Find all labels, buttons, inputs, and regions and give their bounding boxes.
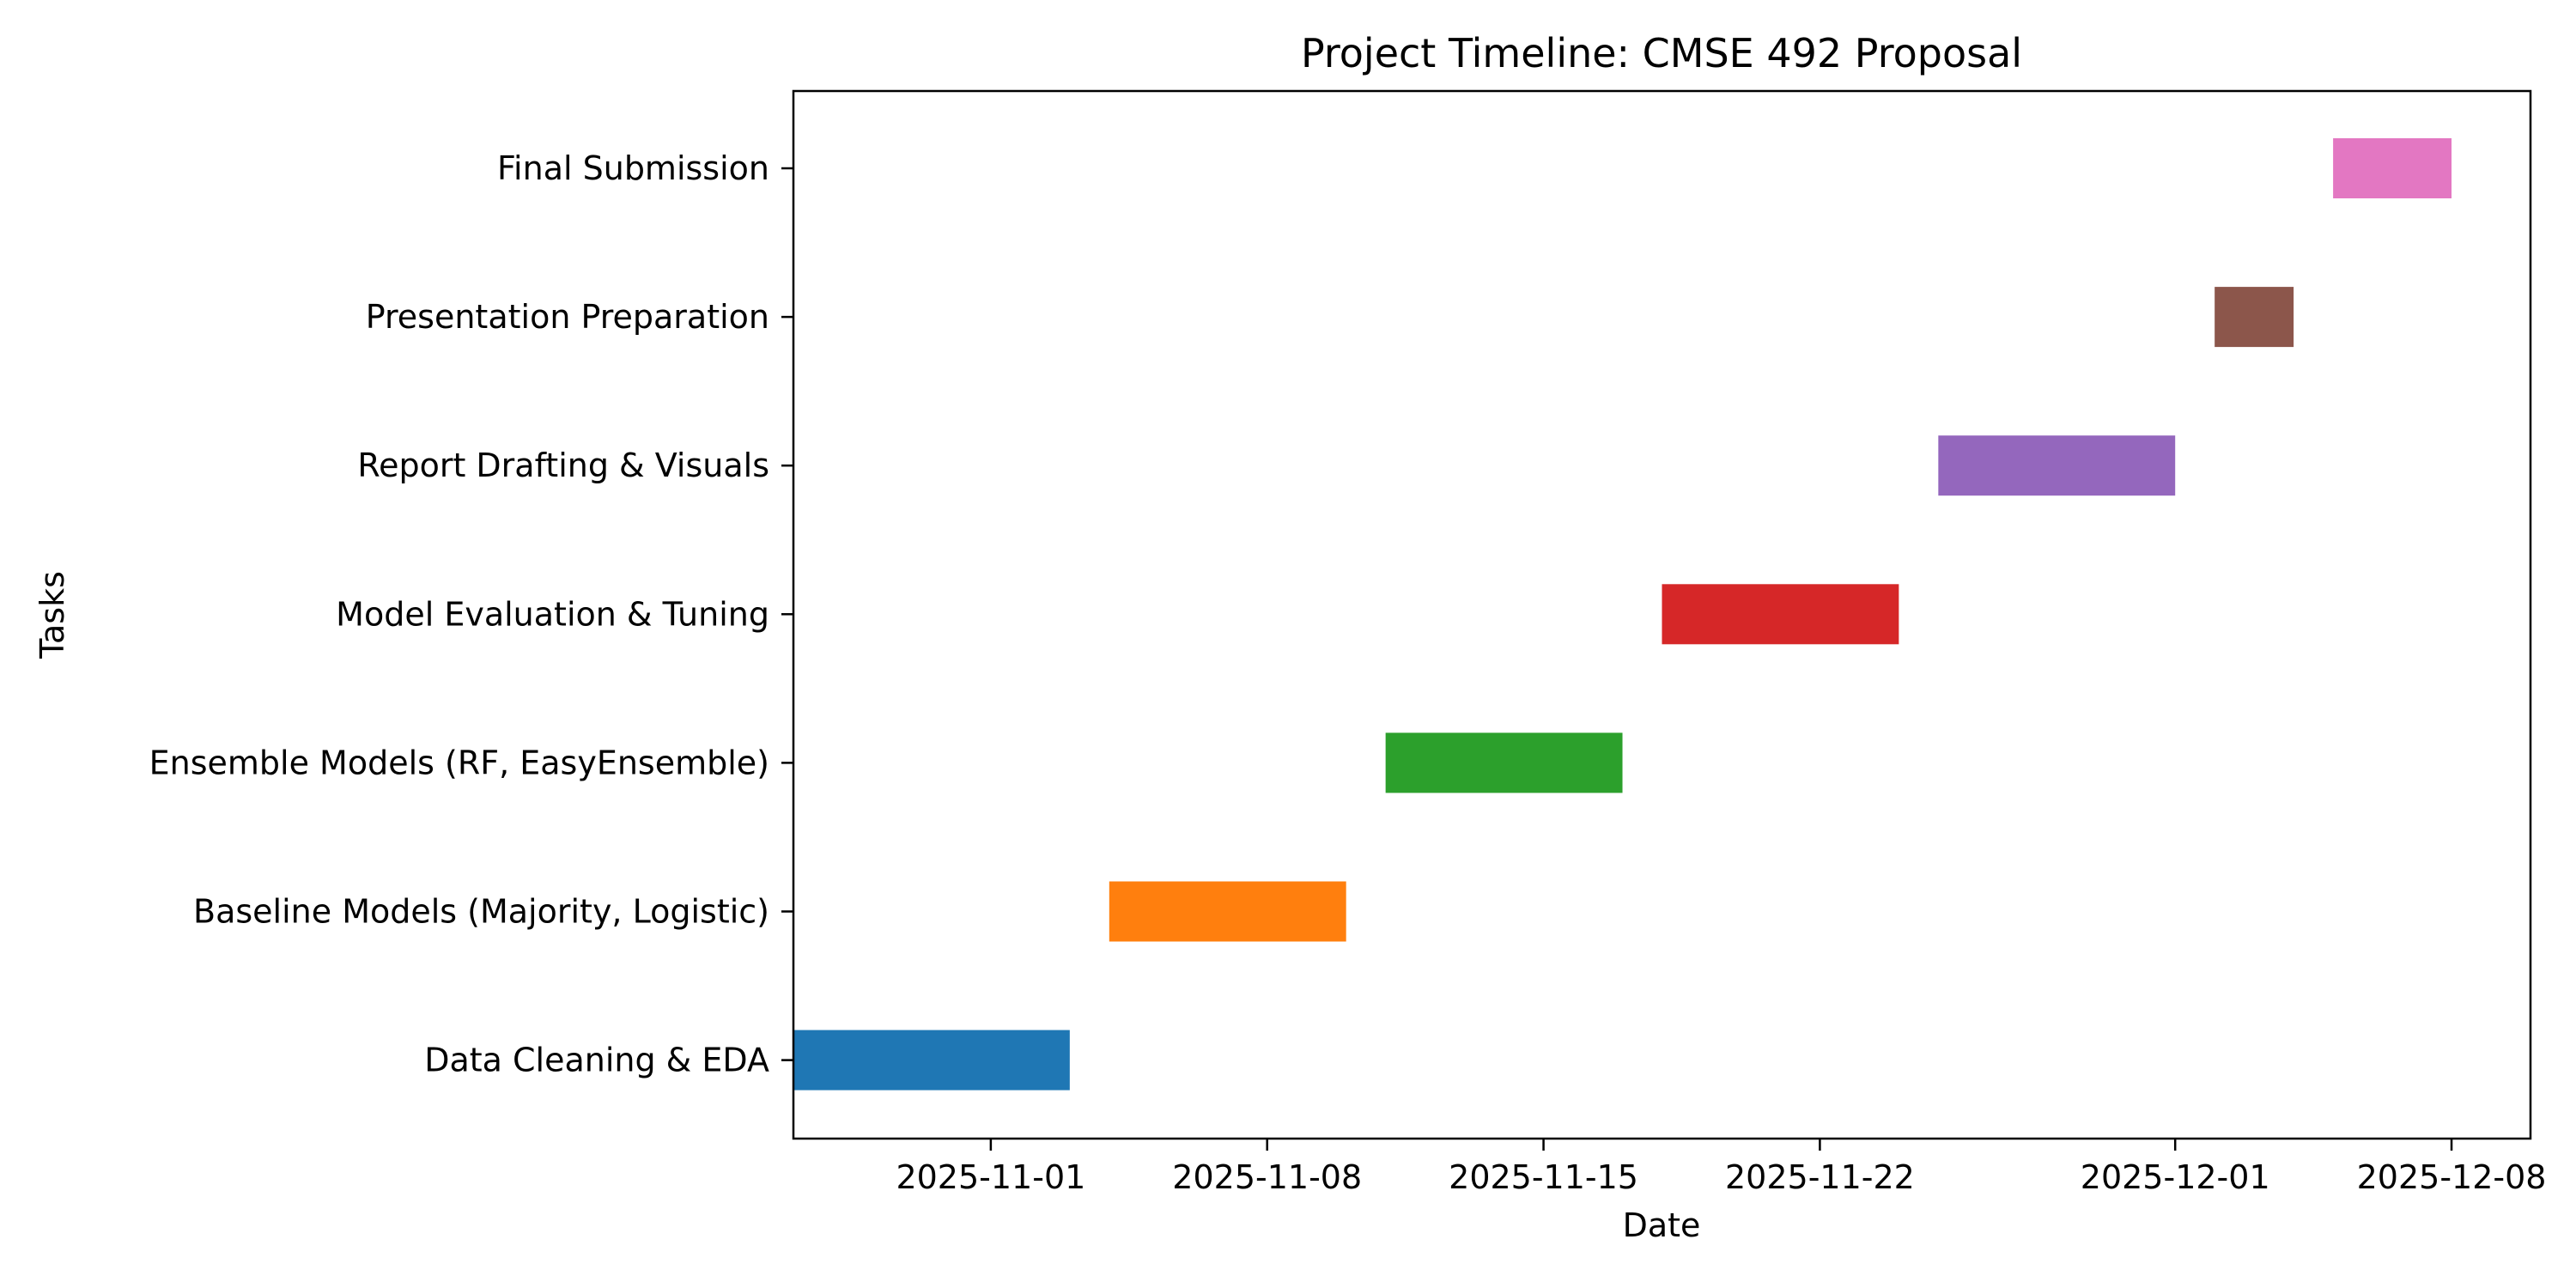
task-bar	[1938, 435, 2176, 496]
task-label: Report Drafting & Visuals	[357, 447, 769, 484]
task-bar	[1662, 584, 1899, 645]
task-label: Ensemble Models (RF, EasyEnsemble)	[149, 744, 769, 781]
bars-group	[793, 138, 2452, 1091]
task-bar	[793, 1030, 1070, 1091]
task-bar	[1385, 732, 1623, 793]
x-tick-label: 2025-11-22	[1725, 1158, 1915, 1196]
task-bar	[1109, 881, 1346, 942]
x-tick-label: 2025-12-01	[2081, 1158, 2270, 1196]
y-axis-label: Tasks	[33, 571, 71, 659]
x-tick-label: 2025-11-08	[1172, 1158, 1362, 1196]
x-tick-label: 2025-12-08	[2357, 1158, 2547, 1196]
task-label: Baseline Models (Majority, Logistic)	[193, 893, 769, 931]
task-bar	[2215, 287, 2294, 348]
x-tick-label: 2025-11-15	[1449, 1158, 1638, 1196]
task-label: Data Cleaning & EDA	[424, 1042, 769, 1079]
task-label: Final Submission	[497, 149, 769, 187]
y-axis-ticks: Data Cleaning & EDA Baseline Models (Majo…	[149, 149, 793, 1079]
x-tick-label: 2025-11-01	[896, 1158, 1085, 1196]
chart-title: Project Timeline: CMSE 492 Proposal	[1301, 30, 2022, 76]
x-axis-label: Date	[1623, 1206, 1701, 1244]
task-label: Presentation Preparation	[366, 298, 769, 336]
task-label: Model Evaluation & Tuning	[336, 595, 769, 633]
x-axis-ticks: 2025-11-01 2025-11-08 2025-11-15 2025-11-22…	[896, 1139, 2546, 1196]
task-bar	[2333, 138, 2452, 198]
